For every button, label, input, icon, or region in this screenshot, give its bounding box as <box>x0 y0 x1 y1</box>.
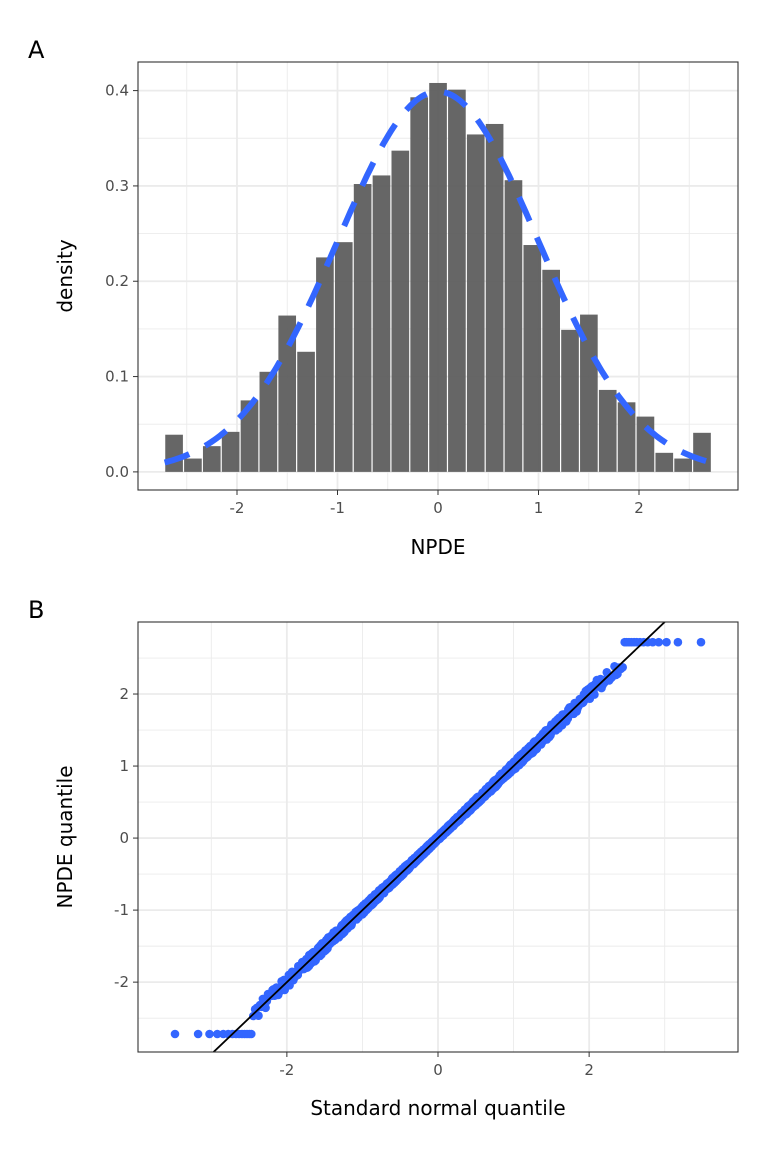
histogram-bar <box>297 351 315 472</box>
histogram-bar <box>523 245 542 472</box>
x-tick-label: 0 <box>433 1061 443 1079</box>
panel-border <box>137 621 739 1053</box>
x-axis-title-b: Standard normal quantile <box>310 1096 565 1120</box>
histogram-bar <box>674 458 692 472</box>
histogram-bar <box>221 431 240 472</box>
qq-point <box>590 690 599 699</box>
qq-point <box>648 637 657 647</box>
qq-point <box>193 1029 203 1039</box>
histogram-bar <box>429 82 447 472</box>
qq-plot-panel: -2 0 2 -2 -1 0 1 2 <box>114 621 739 1079</box>
histogram-bar <box>316 257 334 472</box>
x-tick-label: 1 <box>534 499 544 517</box>
x-axis-title-a: NPDE <box>410 535 465 559</box>
histogram-bar <box>580 314 598 472</box>
x-tick-label: -2 <box>230 499 245 517</box>
y-tick-label: 0.0 <box>105 463 129 481</box>
y-tick-label: -2 <box>114 973 129 991</box>
qq-point <box>247 1029 256 1039</box>
histogram-bar <box>655 452 674 472</box>
x-tick-label: 0 <box>433 499 443 517</box>
histogram-bar <box>353 184 372 472</box>
histogram-bar <box>240 400 259 472</box>
y-tick-label: 1 <box>119 757 129 775</box>
y-tick-label: 2 <box>119 685 129 703</box>
qq-point <box>254 1011 263 1020</box>
panel-label-a: A <box>28 36 45 64</box>
histogram-bar <box>598 389 617 472</box>
histogram-bar <box>561 329 579 472</box>
panel-label-b: B <box>28 596 44 624</box>
panel-border <box>137 61 739 491</box>
y-tick-label: 0.2 <box>105 272 129 290</box>
histogram-bar <box>184 458 202 472</box>
histogram-bar <box>485 123 504 472</box>
histogram-bar <box>504 180 523 472</box>
histogram-bar <box>466 134 485 472</box>
qq-point <box>205 1029 214 1039</box>
identity-reference-line <box>212 622 667 1052</box>
y-axis-title-a: density <box>53 239 77 312</box>
qq-point <box>170 1029 180 1039</box>
histogram-bar <box>617 402 636 472</box>
y-tick-label: 0.4 <box>105 82 129 100</box>
qq-point <box>696 637 706 647</box>
qq-point <box>213 1029 222 1039</box>
histogram-bar <box>448 89 466 472</box>
y-tick-label: -1 <box>114 901 129 919</box>
qq-point <box>654 637 663 647</box>
histogram-bar <box>410 97 429 472</box>
histogram-bar <box>636 416 655 472</box>
x-tick-label: -2 <box>279 1061 294 1079</box>
histogram-bar <box>542 269 560 472</box>
y-tick-label: 0.1 <box>105 368 129 386</box>
x-tick-label: 2 <box>584 1061 594 1079</box>
y-axis-title-b: NPDE quantile <box>53 766 77 909</box>
y-tick-label: 0 <box>119 829 129 847</box>
histogram-bar <box>165 434 183 472</box>
histogram-bar <box>391 150 410 472</box>
x-tick-label: -1 <box>330 499 345 517</box>
qq-point <box>662 637 671 647</box>
y-tick-label: 0.3 <box>105 177 129 195</box>
normal-density-line <box>163 88 713 466</box>
histogram-bar <box>372 175 391 472</box>
x-tick-label: 2 <box>634 499 644 517</box>
histogram-panel: -2 -1 0 1 2 0.0 0.1 0.2 0.3 0.4 <box>105 61 739 517</box>
histogram-bar <box>334 242 353 472</box>
histogram-bar <box>202 446 221 472</box>
histogram-bar <box>278 315 297 472</box>
qq-point <box>673 637 683 647</box>
histogram-bar <box>259 371 278 472</box>
histogram-bar <box>693 432 711 472</box>
